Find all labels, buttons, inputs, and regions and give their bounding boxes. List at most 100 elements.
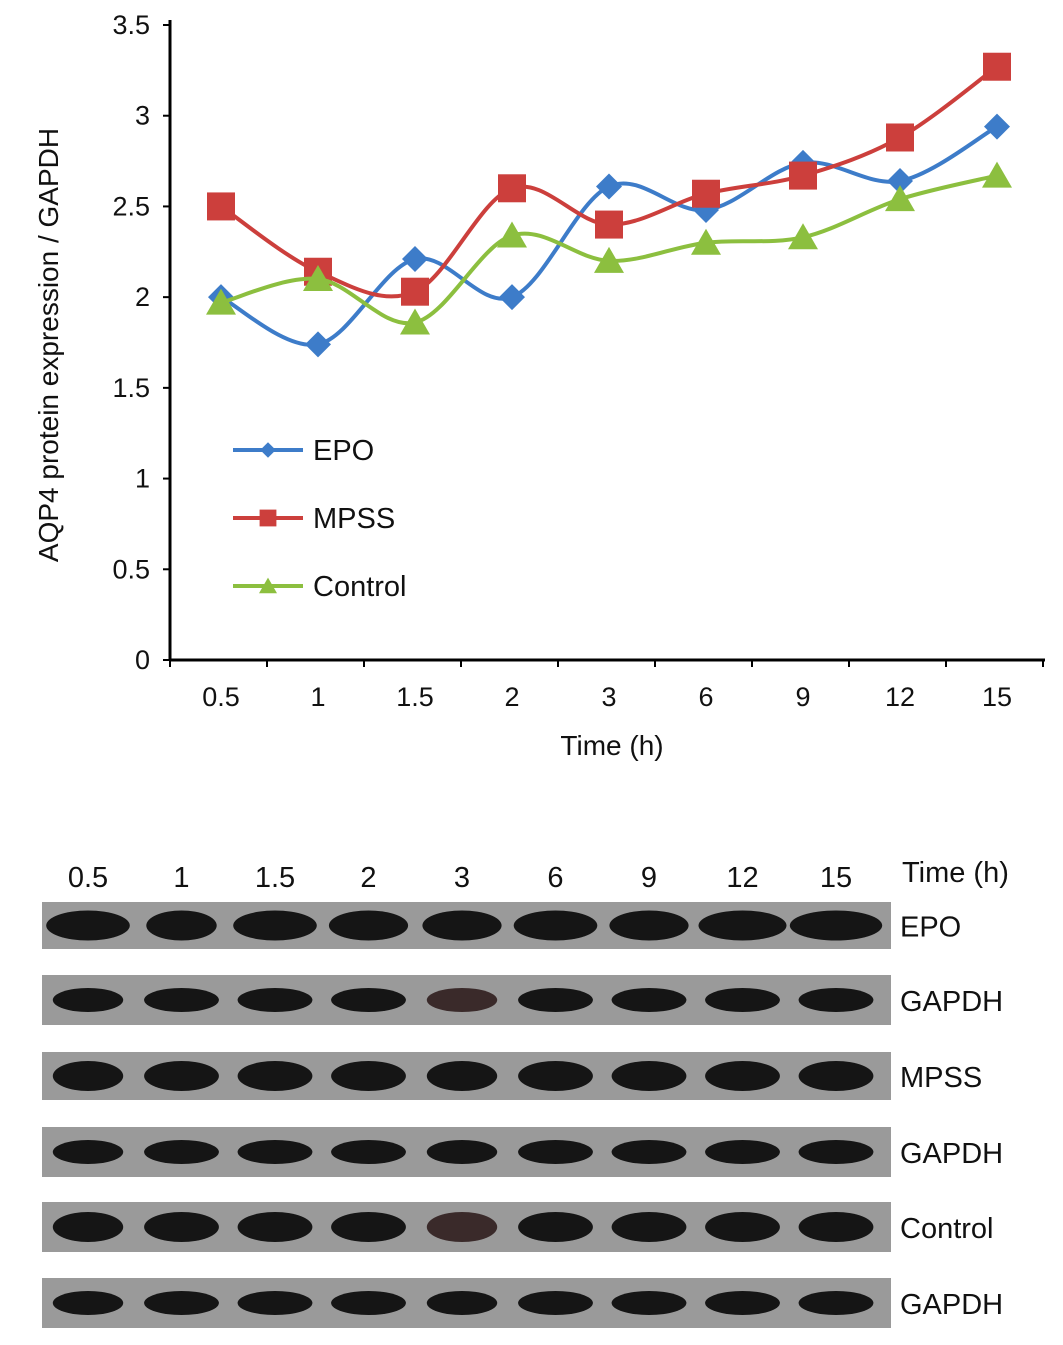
data-point-control	[788, 223, 818, 250]
blot-band	[237, 988, 313, 1012]
blot-row-label: MPSS	[900, 1062, 982, 1094]
blot-row-gapdh	[42, 1278, 891, 1328]
blot-band	[144, 1140, 219, 1164]
blot-band	[798, 1061, 874, 1091]
data-point-control	[303, 265, 333, 291]
data-point-mpss	[983, 52, 1011, 81]
legend-marker	[259, 509, 277, 527]
blot-band	[611, 1212, 687, 1242]
x-tick-label: 0.5	[202, 682, 240, 712]
x-tick-label: 15	[982, 682, 1012, 712]
blot-band	[426, 988, 498, 1012]
blot-band	[609, 910, 689, 941]
legend-marker	[259, 577, 277, 594]
data-point-mpss	[692, 179, 720, 208]
blot-lane-label: 0.5	[68, 862, 108, 894]
blot-band	[611, 988, 687, 1012]
blot-row-gapdh	[42, 975, 891, 1025]
blot-band	[798, 1291, 874, 1315]
data-point-mpss	[595, 210, 623, 239]
legend-label: Control	[313, 571, 407, 603]
blot-row-control	[42, 1202, 891, 1252]
data-point-mpss	[401, 277, 429, 306]
blot-band	[144, 1061, 219, 1091]
blot-band	[328, 910, 409, 941]
blot-row-label: Control	[900, 1213, 994, 1245]
blot-lane-label: 3	[454, 862, 470, 894]
blot-band	[518, 1291, 593, 1315]
data-point-epo	[887, 168, 913, 195]
blot-band	[52, 1212, 124, 1242]
blot-band	[331, 1212, 406, 1242]
data-point-control	[982, 161, 1012, 188]
blot-band	[237, 1061, 313, 1091]
blot-band	[52, 1061, 124, 1091]
data-point-control	[497, 221, 527, 248]
blot-lane-label: 1	[173, 862, 189, 894]
blot-row-epo	[42, 902, 891, 949]
blot-band	[426, 1140, 498, 1164]
blot-band	[426, 1291, 498, 1315]
blot-band	[52, 1140, 124, 1164]
blot-lane-label: 1.5	[255, 862, 295, 894]
blot-band	[513, 910, 598, 941]
blot-lane-label: 6	[547, 862, 563, 894]
blot-band	[52, 1291, 124, 1315]
blot-band	[52, 988, 124, 1012]
y-axis-label: AQP4 protein expression / GAPDH	[33, 128, 64, 562]
blot-lane-label: 9	[641, 862, 657, 894]
blot-lane-label: 2	[360, 862, 376, 894]
x-axis-label: Time (h)	[560, 730, 663, 761]
series-line-control	[220, 173, 998, 326]
y-tick-label: 1	[135, 464, 150, 494]
blot-band	[237, 1291, 313, 1315]
blot-band	[789, 910, 883, 941]
blot-band	[611, 1140, 687, 1164]
y-tick-label: 2.5	[112, 191, 150, 221]
y-tick-label: 0.5	[112, 554, 150, 584]
data-point-epo	[499, 284, 525, 311]
y-tick-label: 2	[135, 282, 150, 312]
y-tick-label: 1.5	[112, 373, 150, 403]
blot-band	[144, 1212, 219, 1242]
x-tick-label: 9	[795, 682, 810, 712]
data-point-mpss	[498, 174, 526, 203]
blot-band	[705, 1140, 780, 1164]
blot-band	[331, 1140, 406, 1164]
blot-band	[144, 988, 219, 1012]
blot-row-label: GAPDH	[900, 1289, 1003, 1321]
blot-time-label: Time (h)	[902, 857, 1009, 889]
blot-band	[144, 1291, 219, 1315]
blot-band	[518, 1061, 593, 1091]
blot-band	[46, 910, 130, 941]
blot-band	[798, 1212, 874, 1242]
blot-row-label: GAPDH	[900, 1138, 1003, 1170]
data-point-epo	[984, 113, 1010, 140]
data-point-epo	[596, 173, 622, 200]
data-point-mpss	[886, 123, 914, 152]
blot-band	[705, 1212, 780, 1242]
blot-band	[518, 1212, 593, 1242]
x-tick-label: 3	[601, 682, 616, 712]
x-tick-label: 6	[698, 682, 713, 712]
data-point-control	[691, 228, 721, 255]
data-point-control	[594, 246, 624, 273]
legend-label: EPO	[313, 435, 374, 467]
blot-band	[237, 1212, 313, 1242]
blot-band	[705, 988, 780, 1012]
blot-band	[798, 1140, 874, 1164]
y-tick-label: 0	[135, 645, 150, 675]
y-tick-label: 3.5	[112, 10, 150, 40]
blot-band	[798, 988, 874, 1012]
blot-lane-label: 12	[726, 862, 758, 894]
blot-band	[426, 1061, 498, 1091]
blot-band	[146, 910, 217, 941]
x-tick-label: 2	[504, 682, 519, 712]
blot-band	[331, 1291, 406, 1315]
data-point-epo	[305, 331, 331, 358]
legend-label: MPSS	[313, 503, 395, 535]
blot-row-label: EPO	[900, 912, 961, 944]
data-point-mpss	[789, 161, 817, 190]
